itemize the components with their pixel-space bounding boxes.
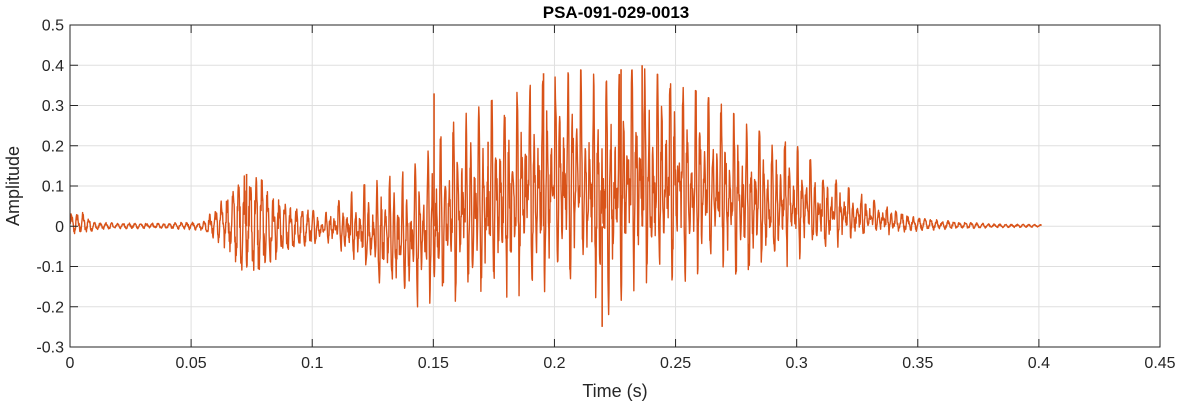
- x-tick-label: 0.05: [176, 355, 207, 372]
- x-tick-label: 0.4: [1028, 355, 1050, 372]
- y-tick-label: 0.4: [42, 58, 64, 75]
- y-axis-label: Amplitude: [3, 146, 23, 226]
- series-group: [69, 65, 1042, 327]
- x-axis-label: Time (s): [582, 381, 647, 401]
- x-tick-label: 0.2: [543, 355, 565, 372]
- x-tick-label: 0.15: [418, 355, 449, 372]
- y-tick-label: 0.2: [42, 138, 64, 155]
- y-tick-label: 0.3: [42, 98, 64, 115]
- y-tick-label: -0.3: [36, 340, 64, 357]
- y-tick-label: 0.1: [42, 179, 64, 196]
- y-tick-labels: -0.3 -0.2 -0.1 0 0.1 0.2 0.3 0.4 0.5: [36, 18, 64, 357]
- x-tick-label: 0: [66, 355, 75, 372]
- y-tick-label: 0.5: [42, 18, 64, 35]
- chart-title: PSA-091-029-0013: [543, 3, 689, 22]
- x-tick-label: 0.25: [660, 355, 691, 372]
- y-tick-label: -0.1: [36, 259, 64, 276]
- x-tick-label: 0.3: [786, 355, 808, 372]
- y-tick-label: 0: [55, 219, 64, 236]
- x-tick-label: 0.45: [1144, 355, 1175, 372]
- x-tick-label: 0.1: [301, 355, 323, 372]
- x-tick-labels: 0 0.05 0.1 0.15 0.2 0.25 0.3 0.35 0.4 0.45: [66, 355, 1176, 372]
- x-tick-label: 0.35: [902, 355, 933, 372]
- waveform-series-line: [69, 68, 1042, 316]
- tick-marks: [69, 24, 1161, 348]
- y-tick-label: -0.2: [36, 299, 64, 316]
